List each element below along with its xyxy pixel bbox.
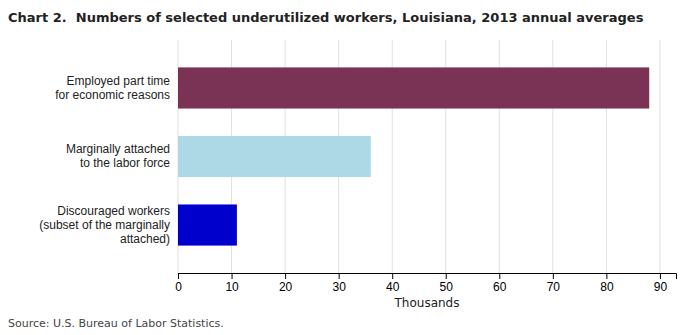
x-tick: 60 <box>493 273 507 294</box>
x-tick-label: 20 <box>279 280 293 294</box>
x-tick-mark <box>553 273 554 279</box>
x-tick: 0 <box>175 273 182 294</box>
x-tick-label: 50 <box>440 280 454 294</box>
x-tick: 70 <box>547 273 561 294</box>
x-tick-mark <box>392 273 393 279</box>
x-tick: 20 <box>279 273 293 294</box>
x-tick-label: 80 <box>600 280 614 294</box>
x-tick-label: 10 <box>225 280 239 294</box>
bar <box>178 136 371 177</box>
y-tick-label: Employed part timefor economic reasons <box>55 74 170 102</box>
x-tick-mark <box>446 273 447 279</box>
x-tick-mark <box>232 273 233 279</box>
x-axis-line <box>179 274 677 280</box>
chart: Chart 2. Numbers of selected underutiliz… <box>0 0 700 335</box>
x-tick-mark <box>499 273 500 279</box>
x-axis-title: Thousands <box>394 296 460 310</box>
y-tick: Discouraged workers(subset of the margin… <box>39 204 170 246</box>
x-tick-mark <box>285 273 286 279</box>
y-tick-label: Marginally attached to the labor force <box>66 142 170 170</box>
x-tick: 10 <box>225 273 239 294</box>
x-tick-label: 30 <box>332 280 346 294</box>
x-tick-label: 70 <box>547 280 561 294</box>
x-axis: 0 10 20 30 40 50 60 70 80 90 <box>175 273 676 294</box>
y-tick-label-line: to the labor force <box>73 156 170 170</box>
x-tick: 50 <box>440 273 454 294</box>
y-tick: Marginally attached to the labor force <box>66 142 170 170</box>
x-tick: 90 <box>654 273 668 294</box>
plot: 0 10 20 30 40 50 60 70 80 90 Thousands Discouraged … <box>39 40 676 310</box>
x-tick-label: 60 <box>493 280 507 294</box>
x-tick: 30 <box>332 273 346 294</box>
bars <box>178 67 649 245</box>
x-tick: 40 <box>386 273 400 294</box>
y-tick: Employed part timefor economic reasons <box>55 74 170 102</box>
x-tick-mark <box>178 273 179 279</box>
y-tick-label: Discouraged workers(subset of the margin… <box>39 204 170 246</box>
grid-line <box>659 40 660 273</box>
x-tick-label: 0 <box>175 280 182 294</box>
y-tick-label-line: (subset of the marginally <box>39 218 170 232</box>
bar <box>178 204 237 245</box>
title: Chart 2. Numbers of selected underutiliz… <box>8 10 644 25</box>
y-tick-label-line: Discouraged workers <box>57 204 170 218</box>
bar <box>178 67 649 108</box>
y-tick-label-line: Marginally attached <box>66 142 170 156</box>
x-tick-label: 40 <box>386 280 400 294</box>
y-tick-label-line: for economic reasons <box>55 88 170 102</box>
x-tick: 80 <box>600 273 614 294</box>
x-tick-mark <box>606 273 607 279</box>
source: Source: U.S. Bureau of Labor Statistics. <box>8 317 224 330</box>
x-tick-mark <box>339 273 340 279</box>
x-tick-mark <box>660 273 661 279</box>
y-tick-label-line: attached) <box>107 232 170 246</box>
grid <box>178 40 660 273</box>
x-tick-label: 90 <box>654 280 668 294</box>
y-tick-label-line: Employed part time <box>67 74 171 88</box>
y-axis: Discouraged workers(subset of the margin… <box>39 74 170 246</box>
